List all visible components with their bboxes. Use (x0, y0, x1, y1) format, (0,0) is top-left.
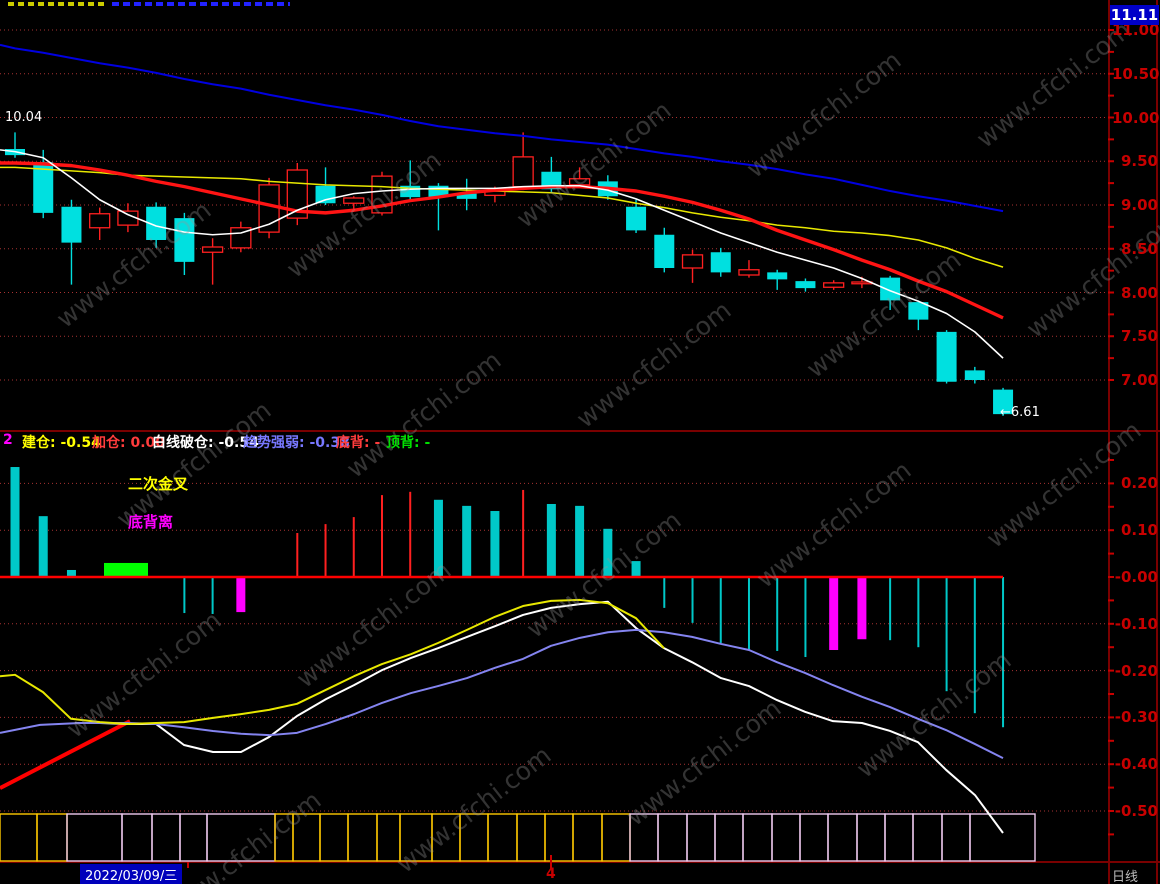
axis-tick-label: -0.00 (1114, 568, 1158, 586)
axis-tick-label: 7.50 (1120, 327, 1158, 346)
axis-tick-label: -0.20 (1114, 661, 1158, 680)
indicator-header: 2 建仓: -0.54 加仓: 0.00 白线破仓: -0.54 趋势强弱: -… (0, 432, 1108, 451)
axis-tick-label: 11.00 (1112, 21, 1160, 39)
header-jiancang: 建仓: -0.54 (22, 435, 101, 451)
indicator-name-fragment: 2 (3, 432, 13, 448)
right-border-line (1156, 0, 1158, 884)
header-qushiqiangruo: 趋势强弱: -0.38 (243, 435, 350, 451)
header-dingbei: 顶背: - (386, 435, 431, 451)
high-price-label: 10.04 (5, 110, 43, 125)
clipped-text-right (112, 2, 290, 6)
clipped-text-left (8, 2, 104, 6)
axis-tick-label: -0.40 (1114, 755, 1158, 774)
axis-tick-label: 7.00 (1120, 371, 1158, 389)
selected-date-box: 2022/03/09/三 (80, 864, 183, 884)
axis-tick-label: -0.50 (1114, 802, 1158, 820)
annotation-second-golden-cross: 二次金叉 (128, 475, 189, 493)
axis-tick (187, 862, 189, 868)
axis-tick-label: 8.00 (1120, 283, 1158, 302)
right-axis-line (1108, 0, 1110, 884)
annotation-bottom-divergence: 底背离 (128, 513, 174, 531)
axis-tick-label: 9.00 (1120, 196, 1158, 214)
axis-tick-label: -0.30 (1114, 708, 1158, 727)
header-baixianpocang: 白线破仓: -0.54 (152, 435, 259, 451)
axis-tick-label: 0.20 (1120, 474, 1158, 493)
pane-divider-line (0, 430, 1160, 432)
bottom-axis-line (0, 861, 1160, 863)
axis-tick-label: 10.50 (1112, 64, 1160, 83)
indicator-pane[interactable] (0, 431, 1160, 862)
period-label[interactable]: 日线 (1112, 870, 1139, 884)
axis-tick-label: 0.10 (1120, 521, 1158, 540)
header-dibei: 底背: - (336, 435, 381, 451)
header-jiacang: 加仓: 0.00 (92, 435, 166, 451)
candlestick-chart-pane[interactable] (0, 0, 1160, 431)
axis-tick-label: 10.00 (1112, 108, 1160, 127)
axis-tick-label: 8.50 (1120, 239, 1158, 258)
axis-tick-label: 9.50 (1120, 152, 1158, 171)
last-price-arrow-label: ←6.61 (1000, 405, 1040, 420)
month-tick-label: 4 (546, 866, 556, 882)
axis-tick (550, 855, 552, 869)
axis-tick-label: -0.10 (1114, 614, 1158, 633)
limit-price-box: 11.11 (1110, 5, 1159, 25)
clipped-text-row (0, 0, 1108, 8)
